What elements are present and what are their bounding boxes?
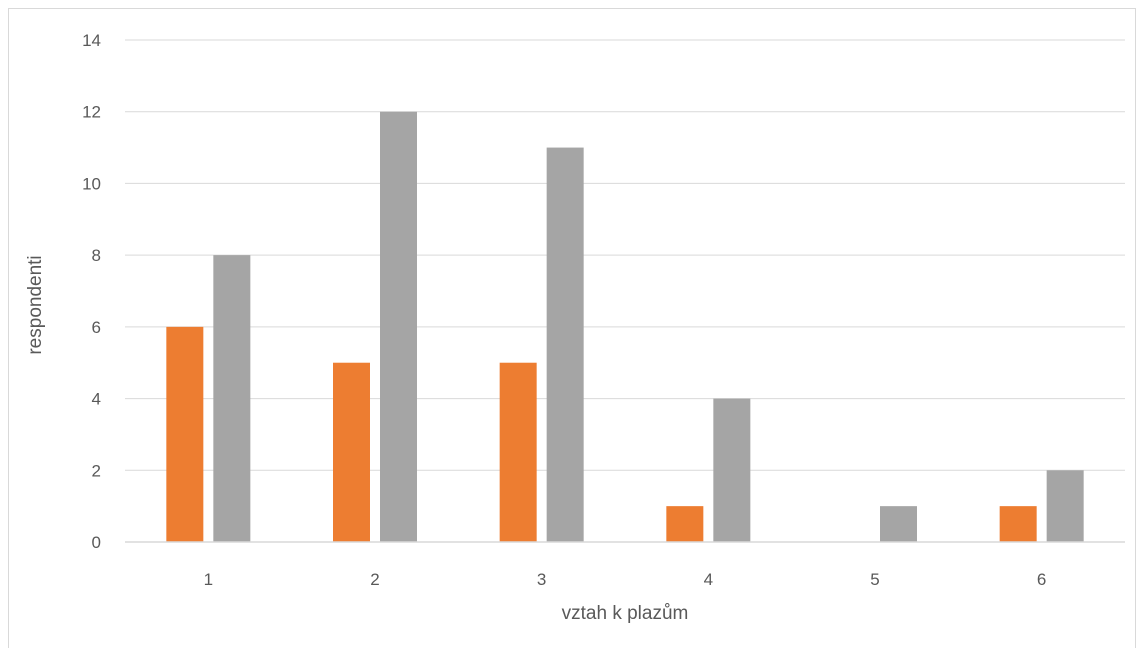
y-axis-title: respondenti [25,255,46,354]
bar-series-1 [499,362,537,542]
y-tick-label: 8 [92,246,101,265]
bar-series-2 [713,398,751,542]
y-tick-label: 6 [92,318,101,337]
bar-series-1 [166,326,204,542]
x-axis-ticks: 1 2 3 4 5 6 [204,570,1047,589]
bar-series-2 [380,111,417,542]
bar-series-2 [546,147,584,543]
y-axis-ticks: 0 2 4 6 8 10 12 14 [82,31,101,552]
x-tick-label: 5 [870,570,879,589]
bar-series-1 [666,506,704,542]
x-tick-label: 6 [1037,570,1046,589]
bar-series-2 [1046,470,1084,542]
bar-series-1 [999,506,1037,542]
y-tick-label: 14 [82,31,101,50]
y-tick-label: 12 [82,103,101,122]
bar-series-1 [333,362,370,542]
bars [166,111,1084,543]
x-tick-label: 2 [370,570,379,589]
gridlines [125,39,1125,471]
x-tick-label: 4 [704,570,713,589]
y-tick-label: 4 [92,390,101,409]
bar-series-2 [880,506,917,542]
x-tick-label: 1 [204,570,213,589]
chart-frame [8,8,1136,648]
x-axis-title: vztah k plazům [562,603,689,624]
y-tick-label: 0 [92,533,101,552]
y-tick-label: 10 [82,174,101,193]
x-tick-label: 3 [537,570,546,589]
bar-series-2 [213,255,251,542]
y-tick-label: 2 [92,461,101,480]
